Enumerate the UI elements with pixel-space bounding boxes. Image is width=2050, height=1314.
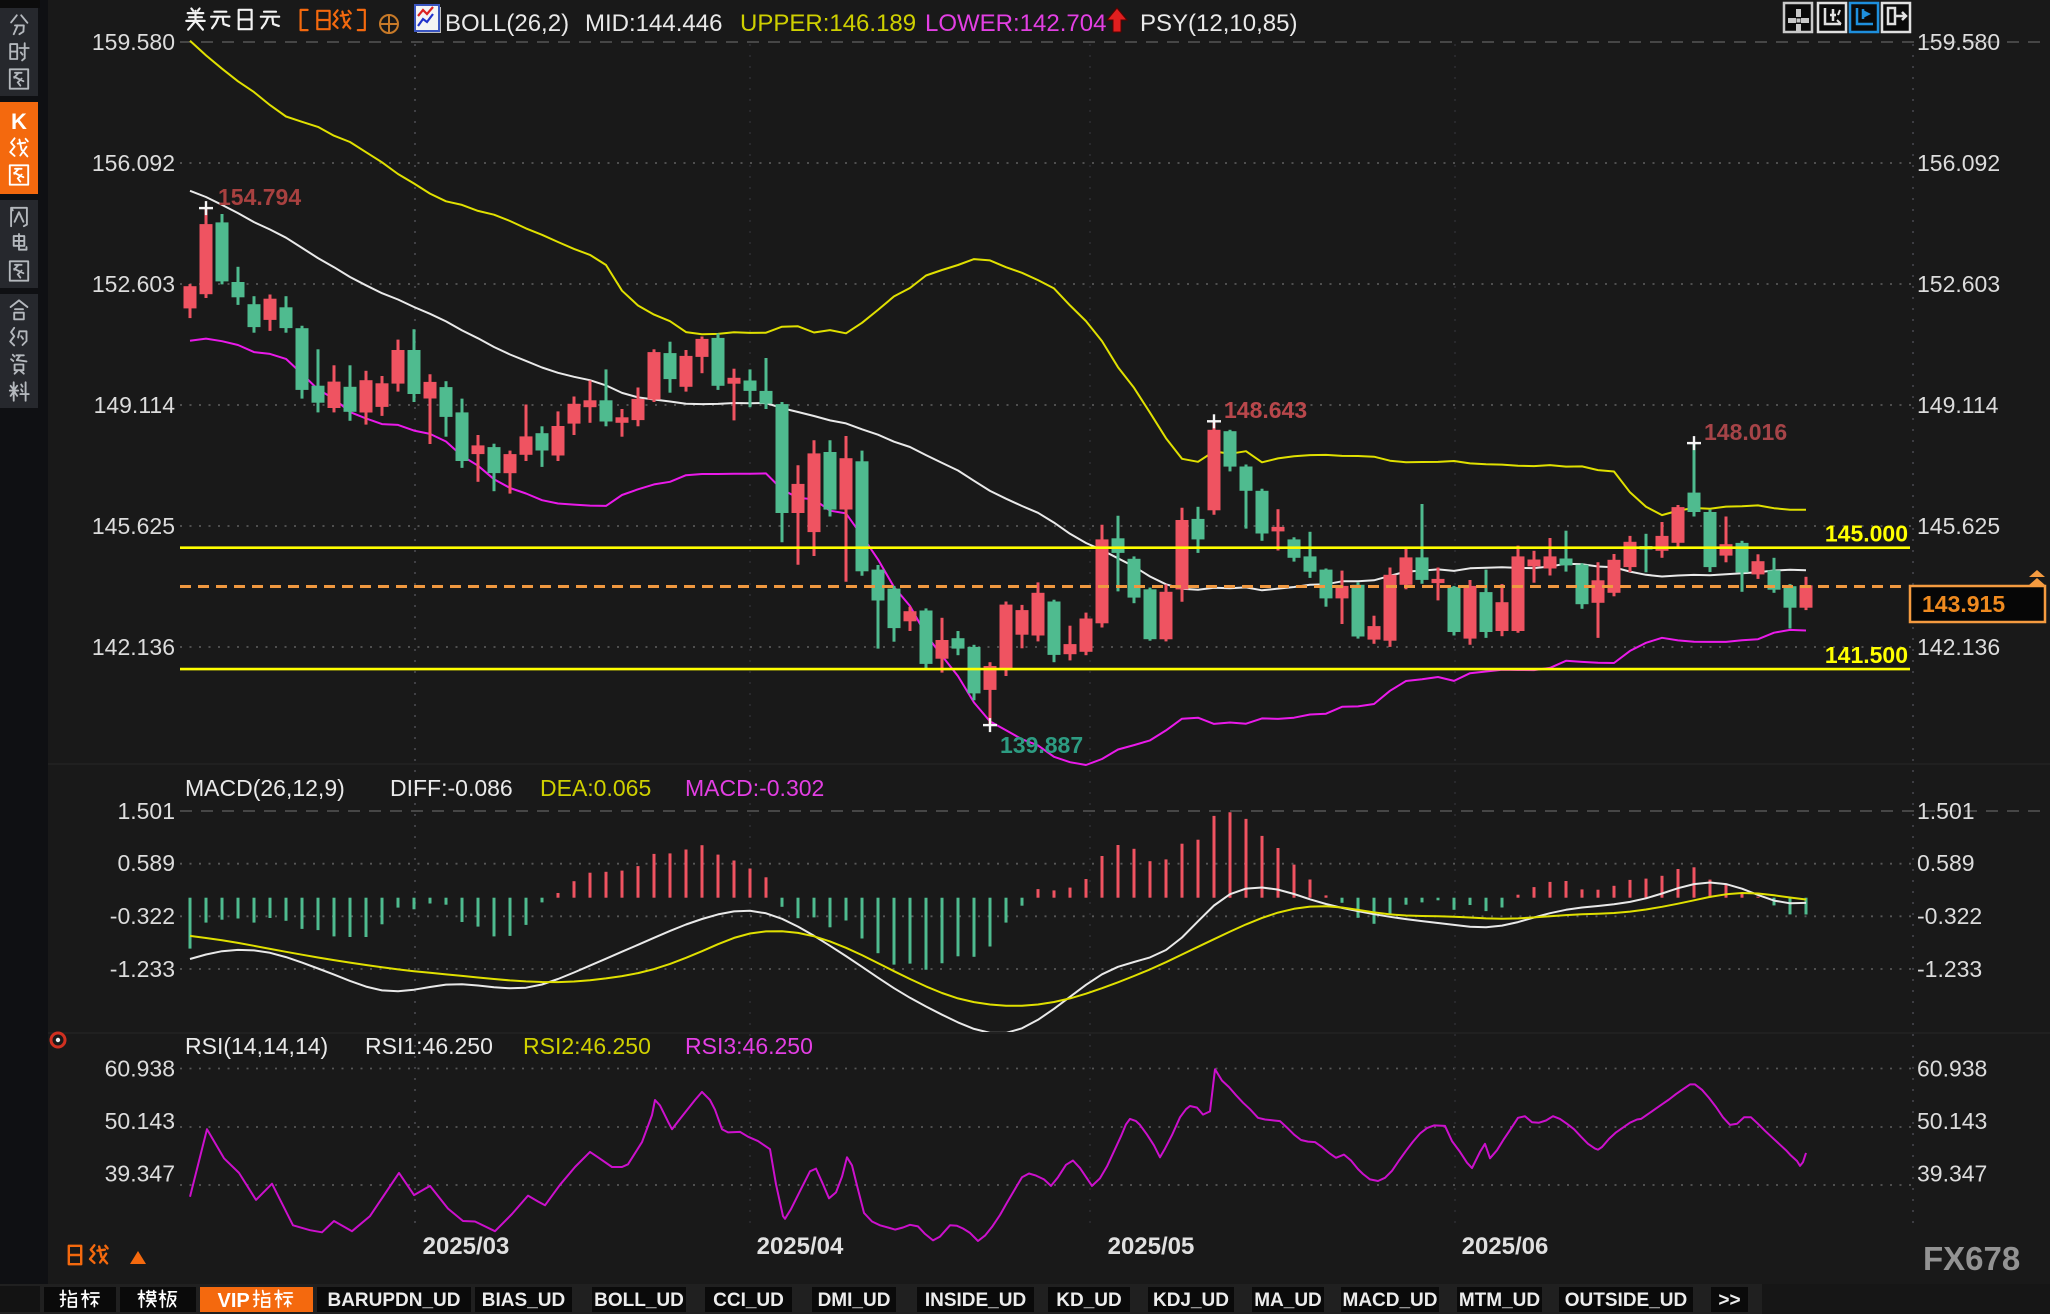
svg-text:139.887: 139.887	[1000, 732, 1083, 758]
svg-text:BOLL(26,2): BOLL(26,2)	[445, 10, 569, 37]
svg-text:148.016: 148.016	[1704, 419, 1787, 445]
svg-text:60.938: 60.938	[105, 1056, 175, 1082]
svg-text:2025/04: 2025/04	[757, 1233, 844, 1260]
svg-text:50.143: 50.143	[1917, 1108, 1987, 1134]
svg-text:BIAS_UD: BIAS_UD	[482, 1290, 565, 1311]
svg-text:RSI(14,14,14): RSI(14,14,14)	[185, 1033, 328, 1059]
svg-text:KDJ_UD: KDJ_UD	[1153, 1290, 1229, 1311]
svg-text:2025/03: 2025/03	[423, 1233, 510, 1260]
svg-text:60.938: 60.938	[1917, 1056, 1987, 1082]
svg-text:142.136: 142.136	[92, 634, 175, 660]
svg-text:VIP: VIP	[218, 1290, 250, 1312]
svg-text:154.794: 154.794	[218, 184, 301, 210]
svg-text:1.501: 1.501	[117, 798, 175, 824]
svg-text:145.625: 145.625	[92, 513, 175, 539]
svg-text:DEA:0.065: DEA:0.065	[540, 775, 651, 801]
svg-text:MACD_UD: MACD_UD	[1343, 1290, 1438, 1311]
svg-text:RSI2:46.250: RSI2:46.250	[523, 1033, 651, 1059]
svg-text:149.114: 149.114	[94, 392, 176, 418]
svg-text:142.136: 142.136	[1917, 634, 2000, 660]
svg-text:156.092: 156.092	[92, 150, 175, 176]
svg-text:LOWER:142.704: LOWER:142.704	[925, 10, 1106, 37]
svg-text:-0.322: -0.322	[1917, 903, 1982, 929]
svg-text:0.589: 0.589	[117, 850, 175, 876]
svg-text:152.603: 152.603	[92, 271, 175, 297]
svg-text:OUTSIDE_UD: OUTSIDE_UD	[1565, 1290, 1687, 1311]
svg-text:MTM_UD: MTM_UD	[1459, 1290, 1540, 1311]
svg-text:K: K	[11, 109, 27, 134]
svg-text:UPPER:146.189: UPPER:146.189	[740, 10, 916, 37]
svg-text:50.143: 50.143	[105, 1108, 175, 1134]
svg-text:159.580: 159.580	[92, 29, 175, 55]
svg-text:152.603: 152.603	[1917, 271, 2000, 297]
svg-text:0.589: 0.589	[1917, 850, 1975, 876]
svg-text:39.347: 39.347	[1917, 1161, 1987, 1187]
svg-text:145.000: 145.000	[1825, 521, 1908, 547]
svg-text:FX678: FX678	[1923, 1240, 2020, 1277]
svg-text:-1.233: -1.233	[110, 956, 175, 982]
svg-text:159.580: 159.580	[1917, 29, 2000, 55]
svg-text:MA_UD: MA_UD	[1254, 1290, 1322, 1311]
svg-text:-0.322: -0.322	[110, 903, 175, 929]
svg-text:RSI1:46.250: RSI1:46.250	[365, 1033, 493, 1059]
svg-text:MACD:-0.302: MACD:-0.302	[685, 775, 824, 801]
svg-text:INSIDE_UD: INSIDE_UD	[925, 1290, 1026, 1311]
svg-text:141.500: 141.500	[1825, 642, 1908, 668]
svg-text:39.347: 39.347	[105, 1161, 175, 1187]
svg-text:156.092: 156.092	[1917, 150, 2000, 176]
svg-text:MID:144.446: MID:144.446	[585, 10, 722, 37]
svg-text:>>: >>	[1718, 1290, 1740, 1311]
svg-text:1.501: 1.501	[1917, 798, 1975, 824]
svg-text:PSY(12,10,85): PSY(12,10,85)	[1140, 10, 1297, 37]
svg-text:143.915: 143.915	[1922, 591, 2005, 617]
svg-text:2025/05: 2025/05	[1108, 1233, 1195, 1260]
svg-text:RSI3:46.250: RSI3:46.250	[685, 1033, 813, 1059]
svg-text:BOLL_UD: BOLL_UD	[594, 1290, 684, 1311]
svg-text:CCI_UD: CCI_UD	[713, 1290, 784, 1311]
svg-text:DMI_UD: DMI_UD	[818, 1290, 891, 1311]
svg-text:KD_UD: KD_UD	[1056, 1290, 1121, 1311]
svg-text:BARUPDN_UD: BARUPDN_UD	[327, 1290, 460, 1311]
svg-text:2025/06: 2025/06	[1462, 1233, 1549, 1260]
svg-text:DIFF:-0.086: DIFF:-0.086	[390, 775, 513, 801]
svg-text:-1.233: -1.233	[1917, 956, 1982, 982]
svg-text:MACD(26,12,9): MACD(26,12,9)	[185, 775, 345, 801]
svg-text:145.625: 145.625	[1917, 513, 2000, 539]
svg-text:149.114: 149.114	[1917, 392, 1999, 418]
svg-text:148.643: 148.643	[1224, 397, 1307, 423]
